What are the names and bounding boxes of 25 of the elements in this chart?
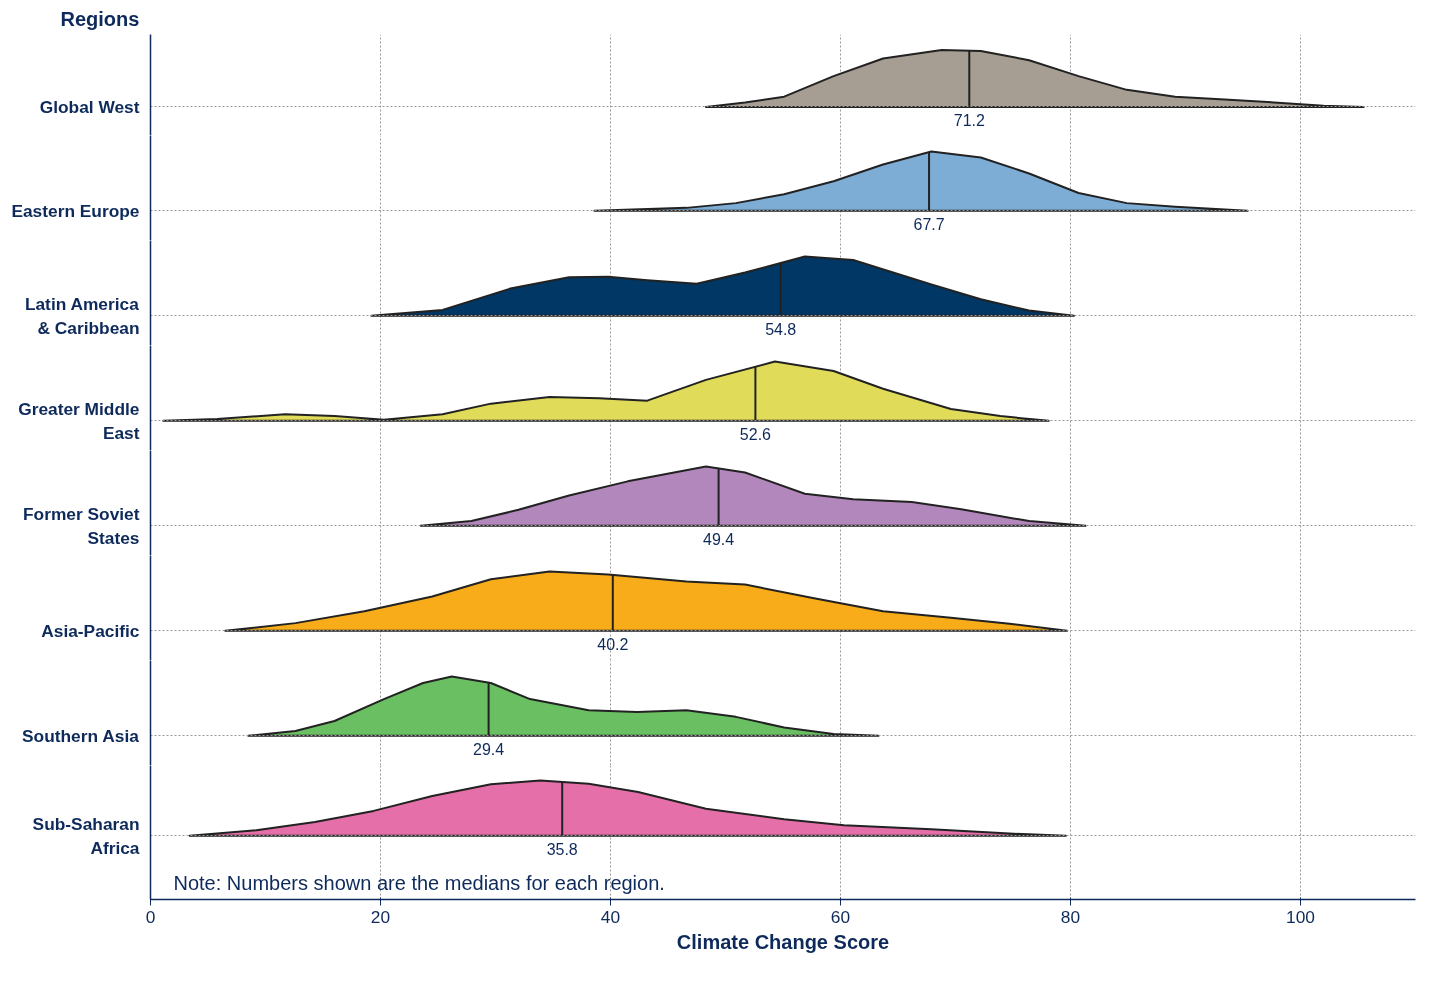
x-tick-label: 0 — [145, 906, 156, 927]
text: Asia-Pacific — [41, 620, 140, 641]
text: Former Soviet States — [22, 503, 140, 548]
series-label: Greater Middle East — [18, 398, 140, 443]
annotation: 29.4 — [473, 740, 505, 758]
text: Latin America & Caribbean — [24, 293, 140, 338]
x-tick-label: 20 — [370, 906, 391, 927]
x-tick-label: 60 — [830, 906, 851, 927]
annotation: 71.2 — [953, 111, 985, 129]
annotation: 54.8 — [765, 320, 797, 338]
text: Global West — [39, 96, 140, 117]
text: Regions — [60, 7, 140, 30]
text: Note: Numbers shown are the medians for each region. — [173, 871, 665, 894]
annotation: 40.2 — [597, 635, 629, 653]
text: Eastern Europe — [11, 200, 140, 221]
text: Southern Asia — [22, 725, 140, 746]
annotation: 49.4 — [703, 530, 735, 548]
x-tick-label: 100 — [1286, 906, 1315, 927]
annotation: 52.6 — [739, 425, 772, 443]
x-axis-title: Climate Change Score — [676, 930, 890, 953]
x-tick-label: 40 — [600, 906, 621, 927]
text: Sub-Saharan Africa — [32, 813, 140, 858]
annotation: 35.8 — [546, 840, 578, 858]
annotation: 67.7 — [913, 215, 945, 233]
x-tick-label: 80 — [1060, 906, 1081, 927]
